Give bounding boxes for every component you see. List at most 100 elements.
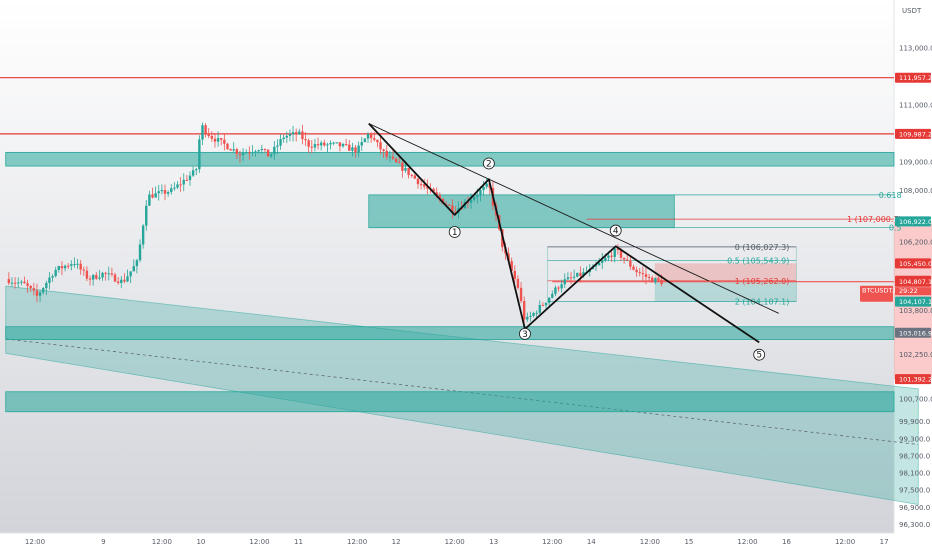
price-tag: [895, 374, 931, 385]
zone-4: [5, 391, 895, 413]
candle-body: [48, 277, 51, 283]
candle-body: [635, 269, 638, 273]
zone-2: [368, 194, 675, 229]
candle-body: [473, 197, 476, 200]
candle-body: [120, 279, 123, 283]
candle-body: [185, 179, 189, 181]
price-tag: [895, 128, 931, 139]
price-tag-label: 104,807.1: [899, 278, 932, 286]
candle-body: [285, 135, 289, 138]
candle-body: [232, 149, 235, 151]
candle-body: [23, 281, 26, 284]
fib-level-label-1: 0.618: [879, 191, 902, 200]
candle-body: [123, 279, 126, 282]
candle-body: [41, 288, 45, 293]
candle-body: [419, 184, 423, 186]
candle-body: [363, 138, 367, 143]
candle-body: [332, 142, 335, 144]
candle-body: [572, 276, 576, 278]
candle-body: [35, 290, 39, 296]
symbol-label: BTCUSDT.P: [862, 287, 898, 295]
price-tag-label: 105,450.0: [899, 260, 932, 268]
price-tag-label: 109,987.2: [899, 130, 932, 138]
candle-body: [423, 184, 426, 187]
candle-body: [310, 146, 313, 148]
candle-body: [116, 281, 120, 283]
candle-body: [413, 175, 417, 179]
candle-body: [357, 145, 360, 153]
fib-level-label-5: 0.5 (105,543.9): [727, 257, 789, 266]
y-tick-label: 96,900.0: [899, 504, 930, 512]
candle-body: [391, 156, 395, 159]
candle-body: [613, 248, 616, 257]
candle-body: [638, 272, 641, 274]
time-scale-panel[interactable]: [0, 533, 894, 550]
x-tick-label: 13: [489, 538, 498, 546]
candle-body: [482, 186, 485, 191]
candle-body: [207, 133, 210, 136]
candle-body: [373, 138, 376, 140]
candle-body: [594, 265, 598, 267]
wave-label-circle-1: [448, 226, 461, 238]
candle-body: [245, 152, 248, 154]
candle-body: [366, 133, 370, 139]
price-tag: [895, 276, 931, 287]
y-tick-label: 106,200.0: [899, 238, 932, 246]
y-tick-label: 113,000.0: [899, 44, 932, 52]
candle-body: [538, 305, 541, 313]
price-tag-label: 106,922.0: [899, 218, 932, 226]
candle-body: [223, 139, 226, 144]
candle-body: [85, 270, 89, 279]
candle-body: [73, 264, 76, 266]
candle-body: [273, 146, 276, 155]
candle-body: [135, 260, 139, 267]
candle-body: [282, 137, 285, 140]
candle-body: [438, 195, 442, 199]
candle-body: [166, 192, 170, 194]
candle-body: [535, 312, 538, 314]
candle-body: [101, 272, 104, 278]
candle-body: [26, 283, 29, 286]
candle-body: [607, 255, 610, 258]
candle-body: [279, 139, 282, 146]
candle-body: [404, 168, 407, 171]
wave-label-4: 4: [613, 227, 619, 237]
candle-body: [560, 284, 563, 289]
candle-body: [298, 131, 301, 135]
candle-body: [251, 152, 254, 154]
x-tick-label: 10: [196, 538, 205, 546]
candle-body: [622, 257, 626, 260]
x-tick-label: 11: [294, 538, 303, 546]
candle-body: [263, 148, 267, 150]
x-tick-label: 9: [101, 538, 105, 546]
candle-body: [129, 271, 132, 277]
price-scale-panel[interactable]: [894, 0, 932, 550]
candle-body: [191, 170, 195, 176]
price-tag: [895, 72, 931, 83]
candle-body: [82, 269, 85, 271]
candle-body: [304, 139, 307, 141]
candle-body: [344, 144, 348, 146]
candle-body: [335, 142, 338, 144]
candle-body: [519, 287, 523, 302]
x-tick-label: 12:00: [152, 538, 172, 546]
candle-body: [448, 204, 451, 206]
fib-level-label-4: 0 (106,027.3): [735, 243, 790, 252]
y-tick-label: 98,700.0: [899, 452, 930, 460]
candle-body: [54, 269, 57, 277]
candle-body: [229, 149, 232, 151]
wave-label-circle-4: [609, 224, 622, 237]
candle-body: [70, 264, 73, 266]
candle-body: [382, 149, 385, 151]
price-tag: [895, 296, 931, 307]
candle-body: [426, 186, 429, 189]
candle-body: [529, 315, 532, 317]
candle-body: [432, 188, 435, 193]
x-tick-label: 12:00: [25, 538, 45, 546]
price-tag-label: 101,392.2: [899, 376, 932, 384]
candle-body: [388, 156, 392, 158]
candle-body: [170, 188, 173, 193]
candle-body: [632, 266, 635, 270]
